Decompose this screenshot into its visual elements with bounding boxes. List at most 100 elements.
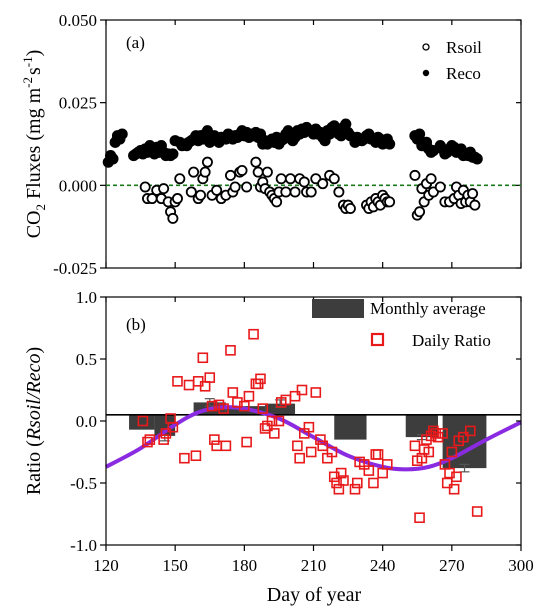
daily-ratio-point	[144, 434, 156, 445]
rsoil-point	[252, 166, 264, 178]
daily-ratio-point	[241, 436, 252, 448]
reco-point	[471, 153, 483, 165]
monthly-bar	[334, 414, 367, 440]
legend-rsoil-label: Rsoil	[446, 38, 482, 57]
panel-b-x-tick-label: 210	[301, 556, 327, 575]
rsoil-point	[229, 181, 241, 193]
panel-b-y-ticks: -1.0 -0.5 0.0 0.5 1.0	[70, 288, 521, 555]
rsoil-point	[171, 193, 183, 205]
reco-point	[383, 138, 396, 150]
panel-b-y-tick-label: -1.0	[70, 536, 97, 555]
rsoil-point	[241, 181, 253, 193]
legend-daily-label: Daily Ratio	[412, 331, 491, 350]
rsoil-point	[305, 186, 317, 198]
rsoil-point	[158, 183, 170, 195]
panel-b-y-tick-label: 1.0	[76, 288, 97, 307]
daily-ratio-point	[296, 384, 308, 396]
daily-ratio-point	[227, 387, 239, 398]
panel-a-y-axis-title: CO2 Fluxes (mg m-2s-1)	[20, 50, 48, 239]
daily-ratio-point	[317, 440, 329, 452]
daily-ratio-point	[333, 483, 345, 495]
daily-ratio-point	[248, 328, 259, 340]
legend-monthly-marker	[312, 299, 364, 318]
daily-ratio-point	[266, 415, 278, 427]
daily-ratio-point	[315, 434, 326, 445]
daily-ratio-point	[471, 506, 483, 517]
reco-point	[167, 148, 179, 160]
rsoil-point	[275, 173, 287, 185]
rsoil-point	[201, 156, 213, 168]
rsoil-point	[199, 166, 211, 178]
daily-ratio-point	[160, 428, 172, 439]
daily-ratio-point	[363, 465, 375, 476]
daily-ratio-point	[368, 477, 379, 489]
daily-ratio-point	[338, 475, 349, 486]
panel-a-label: (a)	[126, 33, 145, 52]
panel-b-ratio-chart: -1.0-0.50.00.51.0 120 150 180 210 240 270 300 …	[23, 288, 534, 606]
panel-b-legend: Monthly average Daily Ratio	[312, 299, 491, 350]
rsoil-point	[250, 156, 262, 168]
daily-ratio-point	[451, 471, 462, 483]
daily-ratio-point	[305, 446, 317, 458]
daily-ratio-point	[446, 446, 458, 458]
panel-a-y-tick-label: 0.000	[59, 176, 97, 195]
daily-ratio-point	[137, 415, 149, 427]
rsoil-point	[195, 189, 207, 201]
panel-a-flux-chart: -0.025 0.000 0.025 0.050 (a) Rsoil Reco CO2…	[20, 11, 522, 278]
rsoil-point	[284, 173, 296, 185]
reco-point	[413, 128, 426, 140]
legend-daily-marker	[370, 332, 385, 347]
rsoil-point	[185, 186, 197, 198]
monthly-bar	[265, 403, 296, 415]
daily-ratio-point	[225, 345, 236, 356]
daily-ratio-point	[273, 415, 285, 427]
daily-ratio-point	[239, 400, 250, 412]
rsoil-point	[139, 181, 151, 193]
rsoil-point	[298, 176, 310, 188]
panel-b-x-tick-label: 150	[162, 556, 188, 575]
rsoil-point	[384, 196, 396, 208]
daily-ratio-point	[243, 390, 255, 402]
rsoil-point	[167, 212, 179, 224]
panel-b-label: (b)	[126, 315, 146, 334]
panel-a-y-tick-label: 0.025	[59, 94, 97, 113]
daily-ratio-point	[190, 450, 202, 462]
panel-b-y-tick-label: -0.5	[70, 474, 97, 493]
legend-rsoil-marker	[422, 43, 430, 51]
panel-a-y-ticks: -0.025 0.000 0.025 0.050	[53, 11, 521, 278]
rsoil-point	[271, 196, 283, 208]
rsoil-point	[236, 164, 248, 176]
rsoil-point	[469, 199, 481, 211]
rsoil-point	[434, 181, 446, 193]
panel-b-x-tick-label: 240	[370, 556, 396, 575]
daily-ratio-point	[289, 390, 301, 402]
daily-ratio-point	[172, 376, 183, 387]
panel-b-x-tick-label: 270	[439, 556, 465, 575]
rsoil-point	[224, 169, 236, 181]
reco-point	[107, 153, 119, 165]
daily-ratio-point	[335, 467, 347, 479]
daily-ratio-point	[409, 440, 421, 452]
rsoil-point	[261, 166, 273, 178]
panel-a-points	[102, 118, 483, 224]
rsoil-point	[174, 173, 186, 185]
panel-b-x-ticks: 120 150 180 210 240 270 300	[93, 297, 534, 575]
daily-ratio-point	[218, 403, 229, 414]
daily-ratio-point	[458, 431, 469, 443]
daily-ratio-point	[370, 449, 382, 460]
daily-ratio-point	[349, 483, 361, 495]
panel-a-y-tick-label: -0.025	[53, 259, 97, 278]
panel-b-y-axis-title: Ratio (Rsoil/Reco)	[23, 347, 45, 495]
panel-b-y-tick-label: 0.0	[76, 412, 97, 431]
daily-ratio-point	[326, 446, 338, 458]
daily-ratio-point	[310, 387, 322, 398]
x-axis-title: Day of year	[267, 584, 362, 606]
daily-ratio-point	[209, 434, 220, 445]
daily-ratio-point	[437, 428, 448, 439]
daily-ratio-point	[381, 459, 393, 470]
daily-ratio-point	[255, 373, 266, 385]
rsoil-point	[317, 178, 329, 190]
rsoil-point	[211, 184, 223, 196]
panel-a-x-ticks	[105, 20, 522, 268]
panel-b-y-tick-label: 0.5	[76, 350, 97, 369]
